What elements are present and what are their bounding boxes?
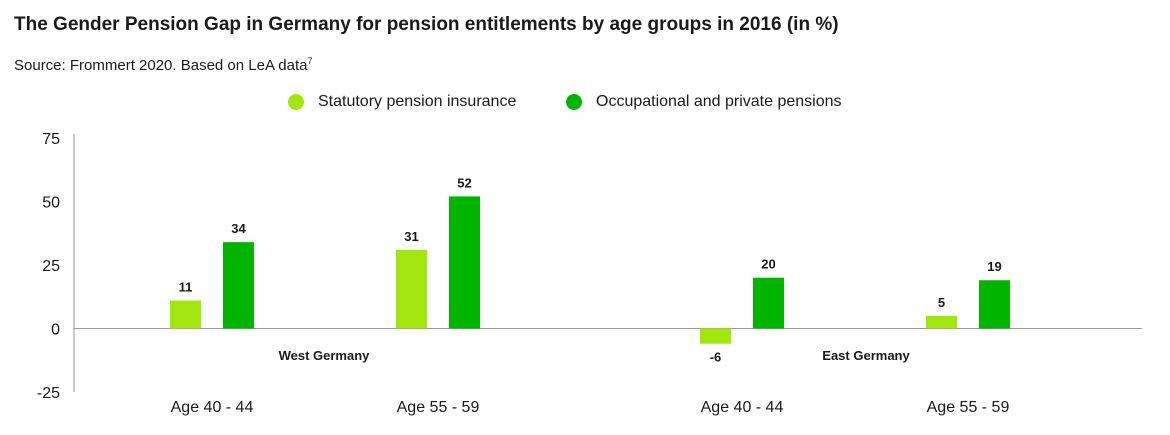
bar-value-label: 19 [987,259,1001,274]
chart-bars [170,196,1010,344]
chart-title: The Gender Pension Gap in Germany for pe… [14,14,839,35]
bar-value-label: 52 [457,175,471,190]
bar-value-label: 31 [404,229,418,244]
source-text: Source: Frommert 2020. Based on LeA data [14,57,308,74]
bar [170,300,201,329]
chart-labels: Age 40 - 44 Age 55 - 59 Age 40 - 44 Age 55 … [171,175,1010,416]
legend-swatch-statutory [288,94,304,110]
bar [396,249,427,329]
bar [926,315,957,329]
legend-swatch-occupational [566,94,582,110]
legend-label-statutory: Statutory pension insurance [318,93,517,110]
chart-axes: 75 50 25 0 -25 [37,131,1142,402]
y-tick-label: 0 [51,322,60,339]
bar [753,277,784,329]
x-category-label: Age 40 - 44 [171,399,254,416]
y-tick-label: 25 [42,258,60,275]
chart-legend: Statutory pension insurance Occupational… [0,93,1170,117]
group-label: East Germany [822,348,910,363]
chart-source: Source: Frommert 2020. Based on LeA data… [14,56,313,74]
bar-value-label: 5 [938,295,945,310]
x-category-label: Age 55 - 59 [927,399,1010,416]
bar-value-label: 11 [179,280,193,295]
y-tick-label: 75 [42,131,60,148]
group-label: West Germany [279,348,371,363]
bar-value-label: 20 [761,257,775,272]
bar [449,196,480,329]
x-category-label: Age 55 - 59 [397,399,480,416]
x-category-label: Age 40 - 44 [701,399,784,416]
bar [223,242,254,329]
y-tick-label: -25 [37,385,60,402]
bar-value-label: -6 [710,350,722,365]
legend-item-statutory: Statutory pension insurance [288,93,516,111]
bar [979,280,1010,329]
legend-label-occupational: Occupational and private pensions [596,93,842,110]
legend-item-occupational: Occupational and private pensions [566,93,842,111]
y-tick-label: 50 [42,195,60,212]
source-footnote: 7 [307,56,313,66]
bar [700,328,731,344]
bar-value-label: 34 [231,221,246,236]
